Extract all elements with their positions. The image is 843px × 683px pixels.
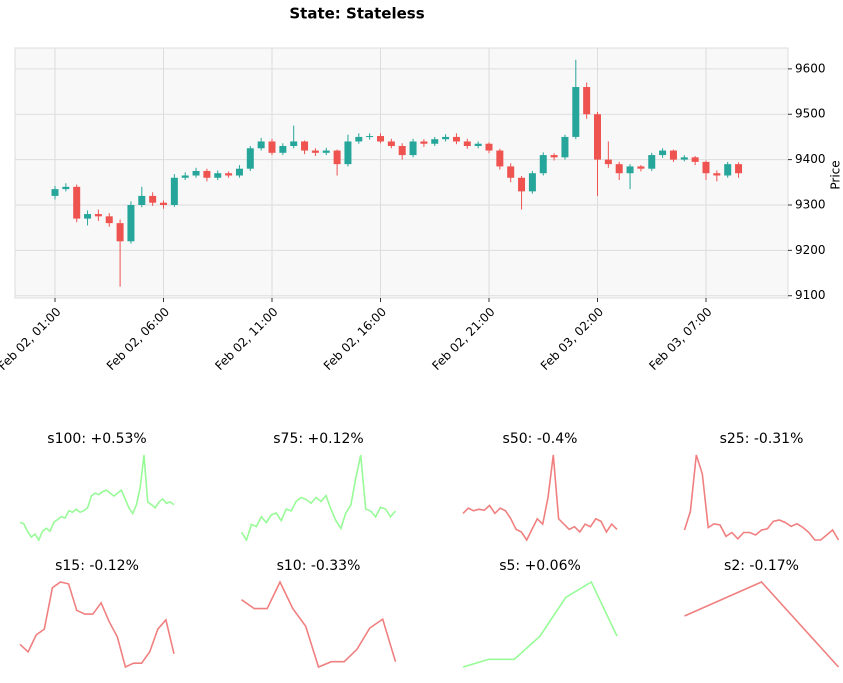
candle-body [637, 166, 645, 169]
subplot-title: s75: +0.12% [273, 431, 363, 447]
candle-body [463, 141, 471, 147]
candle-body [507, 166, 515, 178]
candle-body [713, 173, 721, 176]
plot-area [14, 47, 789, 299]
candle-body [149, 195, 157, 203]
x-tick-label: Feb 03, 02:00 [538, 305, 606, 373]
candle-body [626, 166, 634, 174]
sparkline [684, 581, 840, 668]
y-tick-label: 9500 [795, 107, 826, 121]
candle-body [409, 141, 417, 156]
candle-body [702, 161, 710, 174]
candle-body [235, 168, 243, 176]
y-axis-label: Price [829, 160, 843, 189]
x-tick-label: Feb 02, 01:00 [0, 305, 64, 373]
candle-body [594, 114, 601, 160]
candle-body [518, 177, 526, 192]
candle-body [539, 155, 547, 174]
candle-body [51, 189, 59, 196]
candle-body [84, 214, 92, 219]
candle-body [301, 141, 309, 151]
candle-body [615, 164, 623, 174]
candle-body [387, 141, 395, 147]
candle-body [138, 195, 146, 205]
candle-body [268, 141, 276, 153]
sparkline [19, 454, 175, 542]
subplot-title: s5: +0.06% [499, 558, 581, 574]
candle-body [214, 173, 222, 178]
candle-body [73, 186, 81, 219]
sparkline [683, 454, 840, 541]
candle-body [203, 170, 211, 178]
candle-body [333, 150, 341, 165]
y-tick-label: 9600 [795, 61, 826, 75]
candle-body [62, 186, 70, 190]
candle-body [355, 136, 363, 142]
candle-body [496, 150, 504, 167]
candle-body [366, 136, 374, 138]
candle-body [398, 146, 406, 156]
candle-body [528, 173, 536, 192]
subplot-title: s100: +0.53% [47, 431, 146, 447]
candle-body [583, 87, 591, 115]
y-tick-label: 9200 [795, 243, 826, 257]
candle-body [604, 159, 612, 165]
x-tick-label: Feb 02, 11:00 [212, 305, 280, 373]
sparkline [240, 454, 397, 542]
candle-body [550, 155, 558, 158]
candle-body [452, 136, 460, 142]
candle-body [225, 173, 233, 176]
x-tick-label: Feb 02, 21:00 [429, 305, 497, 373]
candle-body [648, 155, 656, 169]
candle-body [246, 148, 254, 169]
subplot-title: s2: -0.17% [724, 558, 799, 574]
candle-body [94, 214, 102, 217]
x-tick-label: Feb 02, 16:00 [321, 305, 389, 373]
candle-body [431, 139, 439, 144]
candle-body [290, 141, 298, 147]
subplot-title: s10: -0.33% [277, 558, 361, 574]
subplot-title: s25: -0.31% [720, 431, 804, 447]
sparkline [241, 580, 397, 669]
candle-body [474, 143, 482, 147]
candle-body [127, 204, 135, 242]
candle-body [691, 157, 699, 162]
candle-body [105, 216, 113, 224]
candle-body [344, 141, 352, 165]
candle-body [485, 143, 493, 151]
y-tick-label: 9400 [795, 152, 826, 166]
candle-body [192, 170, 200, 176]
sparkline [462, 580, 618, 668]
candle-body [116, 223, 124, 242]
candle-body [420, 141, 428, 144]
candle-body [160, 202, 167, 205]
candle-body [442, 136, 450, 140]
candle-body [669, 150, 677, 160]
candle-body [311, 150, 319, 153]
candle-body [735, 164, 743, 174]
y-tick-label: 9300 [795, 197, 826, 211]
candle-body [724, 164, 732, 176]
candle-body [680, 157, 688, 160]
candle-body [377, 136, 384, 142]
x-tick-label: Feb 02, 06:00 [104, 305, 172, 373]
candle-body [572, 87, 580, 137]
candle-body [257, 141, 265, 149]
x-tick-label: Feb 03, 07:00 [646, 305, 714, 373]
candle-body [322, 150, 330, 153]
candle-body [659, 150, 667, 156]
sparkline [462, 454, 618, 542]
candle-body [181, 175, 189, 178]
candle-body [170, 177, 178, 205]
candle-body [279, 146, 287, 153]
y-tick-label: 9100 [795, 288, 826, 302]
candle-body [561, 136, 569, 158]
chart-title: State: Stateless [289, 5, 424, 23]
subplot-title: s50: -0.4% [503, 431, 578, 447]
sparkline [19, 581, 175, 669]
subplot-title: s15: -0.12% [55, 558, 139, 574]
